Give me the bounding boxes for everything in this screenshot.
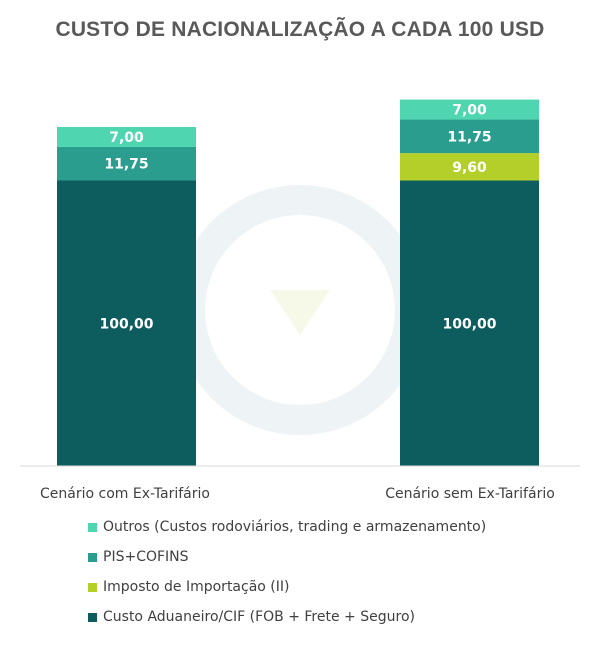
watermark-logo <box>175 185 425 435</box>
stacked-bar-chart: 100,00 11,75 7,00 100,00 9,60 11,75 7,00 Cenár… <box>20 99 580 502</box>
legend-label: Outros (Custos rodoviários, trading e ar… <box>103 519 487 535</box>
legend-swatch <box>88 582 97 592</box>
bar-segment <box>57 126 196 147</box>
bar-segment <box>400 153 539 181</box>
legend-label: Custo Aduaneiro/CIF (FOB + Frete + Segur… <box>103 609 415 625</box>
bar-segment <box>400 99 539 120</box>
legend-item: Custo Aduaneiro/CIF (FOB + Frete + Segur… <box>88 602 486 632</box>
legend: Outros (Custos rodoviários, trading e ar… <box>88 512 486 632</box>
data-label: 100,00 <box>99 316 153 332</box>
x-tick-label: Cenário sem Ex-Tarifário <box>385 486 555 502</box>
data-label: 100,00 <box>442 316 496 332</box>
legend-item: Imposto de Importação (II) <box>88 572 486 602</box>
legend-swatch <box>88 552 97 562</box>
watermark-triangle <box>270 290 330 335</box>
legend-item: Outros (Custos rodoviários, trading e ar… <box>88 512 486 542</box>
bar-segment <box>57 180 196 466</box>
bar-segment <box>400 119 539 154</box>
bar-segment <box>57 146 196 181</box>
legend-label: PIS+COFINS <box>103 549 189 565</box>
legend-label: Imposto de Importação (II) <box>103 579 290 595</box>
legend-swatch <box>88 522 97 532</box>
bar-segment <box>400 180 539 466</box>
data-label: 9,60 <box>452 160 487 176</box>
data-label: 11,75 <box>447 129 491 145</box>
chart-title: CUSTO DE NACIONALIZAÇÃO A CADA 100 USD <box>55 18 545 41</box>
legend-swatch <box>88 612 97 622</box>
data-label: 7,00 <box>109 130 144 146</box>
data-label: 7,00 <box>452 103 487 119</box>
data-label: 11,75 <box>104 157 148 173</box>
legend-item: PIS+COFINS <box>88 542 486 572</box>
x-tick-label: Cenário com Ex-Tarifário <box>40 486 210 502</box>
